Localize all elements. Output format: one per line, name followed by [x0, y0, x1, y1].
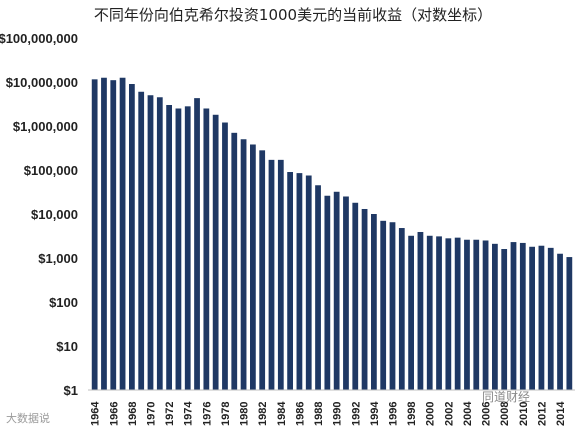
- bar-1981: [250, 144, 256, 390]
- bar-1989: [324, 195, 331, 390]
- bar-2000: [426, 235, 433, 390]
- y-tick-label: $10,000: [31, 207, 78, 222]
- x-tick-label: 1996: [388, 402, 400, 426]
- watermark-right: 同道财经: [482, 390, 531, 404]
- x-tick-label: 1984: [276, 401, 288, 426]
- x-tick-label: 2006: [481, 402, 493, 426]
- x-tick-label: 1998: [406, 402, 418, 426]
- bar-1966: [110, 80, 117, 391]
- bar-2005: [473, 239, 480, 390]
- bar-1983: [268, 159, 275, 390]
- bar-1971: [156, 97, 163, 390]
- bar-1999: [417, 231, 424, 390]
- x-tick-label: 1978: [220, 402, 232, 426]
- watermark-left: 大数据说: [6, 412, 50, 425]
- x-tick-label: 2000: [425, 402, 437, 426]
- x-tick-label: 1994: [369, 401, 381, 426]
- bar-1995: [380, 220, 387, 390]
- y-tick-label: $1,000,000: [13, 119, 78, 134]
- bar-1991: [343, 196, 349, 390]
- y-tick-label: $1: [64, 383, 78, 398]
- y-tick-label: $10,000,000: [6, 75, 78, 90]
- bar-2015: [566, 257, 573, 390]
- bar-2013: [547, 247, 554, 390]
- bar-1987: [305, 175, 312, 390]
- x-tick-label: 1980: [239, 402, 251, 426]
- bar-1964: [91, 79, 98, 390]
- x-tick-label: 1986: [294, 402, 306, 426]
- bar-1969: [138, 91, 145, 390]
- x-tick-label: 1974: [183, 401, 195, 426]
- bar-1985: [287, 172, 293, 390]
- bar-1998: [408, 235, 414, 390]
- bar-1965: [101, 77, 107, 391]
- bar-1990: [333, 191, 340, 390]
- x-tick-label: 2008: [499, 402, 511, 426]
- bar-2009: [510, 242, 517, 390]
- y-tick-label: $10: [56, 339, 78, 354]
- bar-2011: [529, 246, 535, 390]
- bar-2012: [538, 245, 545, 390]
- x-tick-label: 2004: [462, 401, 474, 426]
- bar-2003: [454, 237, 461, 390]
- bar-1988: [315, 185, 321, 390]
- x-tick-label: 2010: [518, 402, 530, 426]
- x-tick-label: 1970: [146, 402, 158, 426]
- y-tick-label: $100,000,000: [0, 31, 78, 46]
- bar-1970: [147, 95, 154, 390]
- bar-1976: [203, 108, 210, 391]
- bar-1997: [398, 228, 405, 390]
- bar-2010: [519, 242, 526, 390]
- bars: [91, 77, 573, 391]
- bar-2007: [492, 243, 498, 390]
- bar-1968: [129, 84, 135, 390]
- bar-2008: [501, 249, 508, 390]
- x-axis-ticks: 1964 1966 1968 1970 1972 1974 1976 1978 1980 1982…: [90, 401, 567, 426]
- x-tick-label: 1988: [313, 402, 325, 426]
- x-tick-label: 1992: [350, 402, 362, 426]
- bar-1984: [277, 159, 284, 390]
- y-tick-label: $100: [49, 295, 78, 310]
- bar-1973: [175, 108, 182, 391]
- x-tick-label: 1964: [90, 401, 102, 426]
- bar-1992: [352, 202, 359, 390]
- x-tick-label: 1972: [164, 402, 176, 426]
- bar-1993: [361, 208, 368, 390]
- y-tick-label: $1,000: [38, 251, 78, 266]
- bar-1980: [240, 139, 247, 390]
- x-tick-label: 1976: [201, 402, 213, 426]
- bar-2014: [557, 253, 563, 390]
- bar-1967: [119, 77, 126, 391]
- bar-1974: [184, 106, 191, 390]
- x-tick-label: 1990: [332, 402, 344, 426]
- x-tick-label: 1968: [127, 402, 139, 426]
- bar-2001: [436, 236, 442, 390]
- bar-1986: [296, 173, 303, 390]
- bar-2006: [482, 240, 489, 390]
- bar-1975: [194, 98, 200, 390]
- x-tick-label: 2012: [536, 402, 548, 426]
- bar-1979: [231, 132, 238, 390]
- bar-2002: [445, 238, 452, 390]
- y-tick-label: $100,000: [24, 163, 78, 178]
- bar-1994: [371, 214, 377, 390]
- y-axis-ticks: $1 $10 $100 $1,000 $10,000 $100,000 $1,000,000…: [0, 31, 78, 398]
- x-tick-label: 2002: [443, 402, 455, 426]
- bar-1996: [389, 222, 396, 390]
- bar-1977: [212, 114, 219, 391]
- x-tick-label: 2014: [555, 401, 567, 426]
- chart-title: 不同年份向伯克希尔投资1000美元的当前收益（对数坐标）: [93, 6, 493, 24]
- bar-2004: [464, 239, 470, 390]
- x-tick-label: 1966: [108, 402, 120, 426]
- bar-1972: [166, 105, 172, 390]
- bar-1982: [259, 150, 266, 390]
- bar-1978: [222, 122, 228, 391]
- x-tick-label: 1982: [257, 402, 269, 426]
